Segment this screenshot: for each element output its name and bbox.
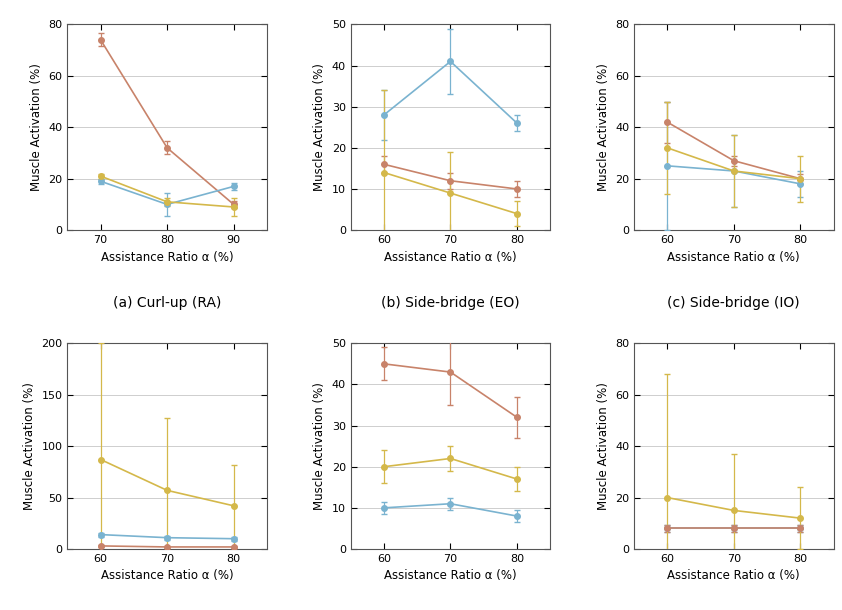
X-axis label: Assistance Ratio α (%): Assistance Ratio α (%): [101, 569, 233, 583]
Y-axis label: Muscle Activation (%): Muscle Activation (%): [23, 382, 36, 510]
Y-axis label: Muscle Activation (%): Muscle Activation (%): [29, 63, 43, 191]
Y-axis label: Muscle Activation (%): Muscle Activation (%): [313, 63, 326, 191]
Y-axis label: Muscle Activation (%): Muscle Activation (%): [596, 63, 610, 191]
X-axis label: Assistance Ratio α (%): Assistance Ratio α (%): [101, 251, 233, 264]
Text: (b) Side-bridge (EO): (b) Side-bridge (EO): [381, 296, 520, 310]
Text: (a) Curl-up (RA): (a) Curl-up (RA): [113, 296, 221, 310]
X-axis label: Assistance Ratio α (%): Assistance Ratio α (%): [668, 569, 800, 583]
X-axis label: Assistance Ratio α (%): Assistance Ratio α (%): [668, 251, 800, 264]
Y-axis label: Muscle Activation (%): Muscle Activation (%): [313, 382, 326, 510]
X-axis label: Assistance Ratio α (%): Assistance Ratio α (%): [384, 569, 517, 583]
Y-axis label: Muscle Activation (%): Muscle Activation (%): [596, 382, 610, 510]
Text: (c) Side-bridge (IO): (c) Side-bridge (IO): [668, 296, 800, 310]
X-axis label: Assistance Ratio α (%): Assistance Ratio α (%): [384, 251, 517, 264]
